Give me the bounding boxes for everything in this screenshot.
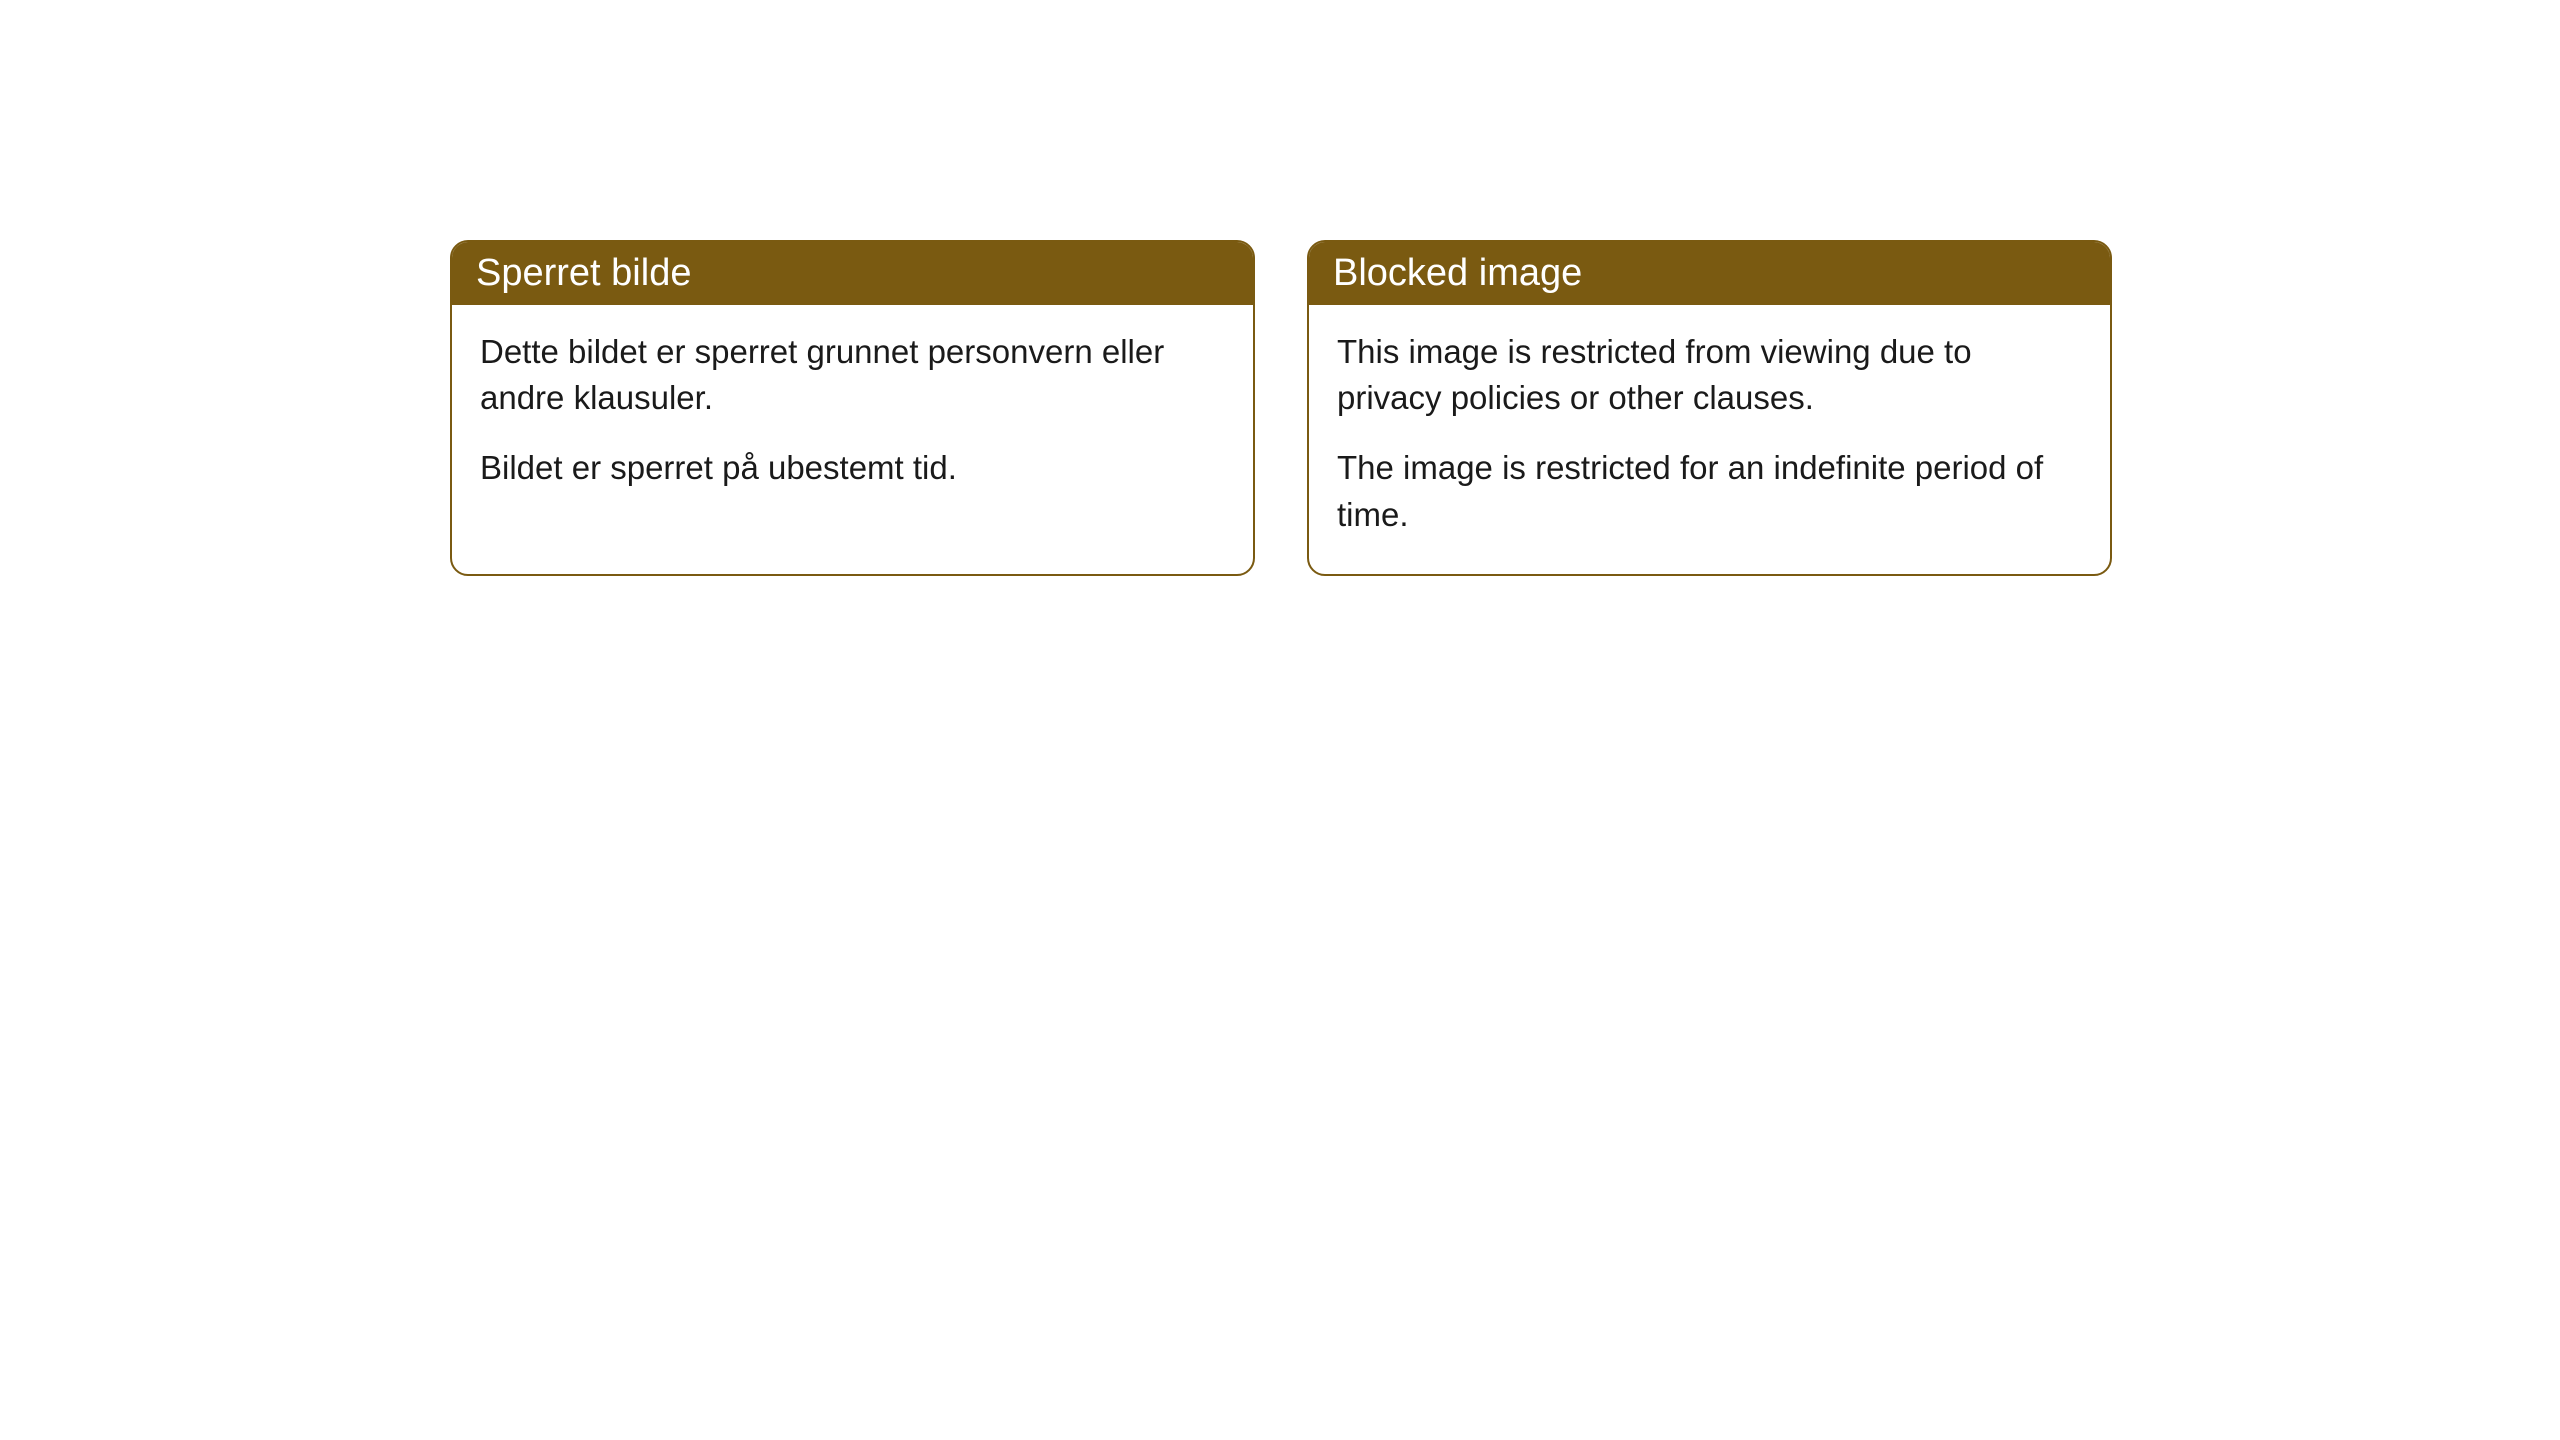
card-paragraph: This image is restricted from viewing du…: [1337, 329, 2082, 421]
card-title: Sperret bilde: [476, 252, 691, 294]
card-english: Blocked image This image is restricted f…: [1307, 240, 2112, 576]
card-header-english: Blocked image: [1309, 242, 2110, 305]
card-header-norwegian: Sperret bilde: [452, 242, 1253, 305]
card-paragraph: The image is restricted for an indefinit…: [1337, 445, 2082, 537]
card-body-english: This image is restricted from viewing du…: [1309, 305, 2110, 574]
card-paragraph: Bildet er sperret på ubestemt tid.: [480, 445, 1225, 491]
card-body-norwegian: Dette bildet er sperret grunnet personve…: [452, 305, 1253, 528]
card-title: Blocked image: [1333, 252, 1582, 294]
card-paragraph: Dette bildet er sperret grunnet personve…: [480, 329, 1225, 421]
card-norwegian: Sperret bilde Dette bildet er sperret gr…: [450, 240, 1255, 576]
cards-container: Sperret bilde Dette bildet er sperret gr…: [450, 240, 2112, 576]
